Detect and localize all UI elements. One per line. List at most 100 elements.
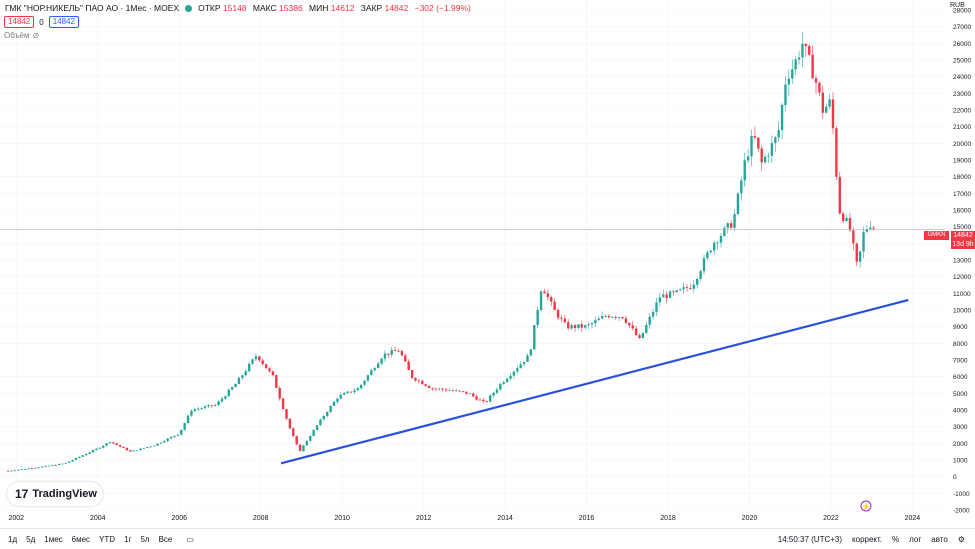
candle-body: [410, 370, 414, 378]
range-button-2[interactable]: 1мес: [44, 534, 63, 544]
x-tick-label: 2022: [823, 515, 839, 522]
candle-body: [261, 360, 264, 365]
candle-body: [336, 398, 339, 402]
volume-indicator[interactable]: Объём ⊘: [4, 31, 39, 40]
candle-body: [332, 401, 336, 406]
candle-body: [417, 380, 421, 382]
candle-body: [193, 409, 197, 411]
candle-body: [624, 318, 628, 323]
candle-body: [271, 371, 275, 376]
legend-header: ГМК "НОР.НИКЕЛЬ" ПАО АО · 1Мес · MOEX ОТ…: [5, 3, 475, 13]
candle-body: [539, 291, 543, 310]
candle-body: [475, 396, 478, 400]
candle-body: [118, 445, 122, 447]
candle-body: [597, 318, 600, 321]
sell-price-button[interactable]: 14842: [4, 16, 35, 28]
candle-body: [645, 324, 648, 333]
candle-body: [584, 325, 587, 328]
candle-body: [746, 156, 750, 161]
candle-body: [27, 468, 30, 470]
candle-body: [468, 393, 471, 395]
candle-body: [726, 223, 729, 228]
x-tick-label: 2024: [905, 515, 921, 522]
y-tick-label: 4000: [953, 408, 968, 415]
candle-body: [152, 445, 156, 447]
y-tick-label: 17000: [953, 191, 971, 198]
range-button-4[interactable]: YTD: [99, 534, 116, 544]
price-axis[interactable]: -2000 -1000 0 1000 2000 3000 4000 5000 6000 7000 8…: [953, 8, 971, 515]
candle-body: [169, 436, 173, 439]
candle-body: [23, 469, 27, 470]
candle-body: [353, 390, 356, 393]
bottom-right-controls: 14:50:37 (UTC+3) коррект. % лог авто ⚙: [778, 535, 965, 544]
candle-body: [207, 405, 210, 407]
candle-body: [363, 380, 366, 385]
candle-body: [801, 43, 804, 58]
candle-body: [359, 384, 363, 389]
currency-label[interactable]: RUB: [950, 2, 965, 9]
range-button-0[interactable]: 1д: [8, 534, 18, 544]
candle-body: [312, 429, 315, 437]
eye-off-icon[interactable]: ⊘: [32, 31, 40, 40]
y-tick-label: 21000: [953, 124, 971, 131]
candle-body: [329, 405, 332, 412]
time-axis[interactable]: 2002 2004 2006 2008 2010 2012 2014 2016 2018 2020…: [9, 515, 921, 522]
symbol-title[interactable]: ГМК "НОР.НИКЕЛЬ" ПАО АО · 1Мес · MOEX: [5, 3, 180, 13]
low-label: МИН: [309, 3, 329, 13]
event-icon[interactable]: [860, 500, 872, 512]
candle-body: [505, 378, 509, 383]
y-tick-label: 18000: [953, 174, 971, 181]
candle-body: [526, 355, 529, 362]
candle-body: [763, 156, 767, 163]
range-button-7[interactable]: Все: [158, 534, 173, 544]
candle-body: [295, 436, 298, 445]
candle-body: [180, 429, 183, 435]
candle-body: [376, 363, 380, 369]
buy-price-button[interactable]: 14842: [48, 16, 79, 28]
range-button-5[interactable]: 1г: [124, 534, 132, 544]
candle-body: [682, 287, 685, 290]
candle-body: [665, 294, 668, 298]
candle-body: [458, 390, 461, 392]
market-status-icon: [185, 4, 193, 12]
candle-body: [533, 325, 536, 350]
candle-body: [641, 332, 645, 338]
candle-body: [607, 315, 611, 318]
candle-body: [373, 368, 376, 371]
option-log[interactable]: лог: [909, 534, 922, 544]
candle-body: [668, 291, 672, 298]
candle-body: [495, 389, 499, 393]
candle-body: [349, 391, 353, 393]
candle-body: [203, 406, 207, 409]
candle-body: [808, 46, 811, 55]
candle-body: [672, 291, 675, 293]
candle-body: [390, 350, 393, 355]
range-button-1[interactable]: 5д: [26, 534, 36, 544]
candle-body: [794, 59, 797, 70]
candle-body: [149, 446, 152, 448]
candle-body: [224, 396, 227, 399]
candle-body: [791, 69, 794, 79]
candle-body: [135, 450, 139, 452]
candle-body: [512, 371, 516, 376]
option-adjust[interactable]: коррект.: [852, 534, 883, 544]
y-tick-label: -1000: [953, 491, 970, 498]
settings-gear-icon[interactable]: ⚙: [957, 534, 965, 544]
calendar-icon[interactable]: ▭: [186, 534, 194, 544]
option-percent[interactable]: %: [892, 534, 900, 544]
candle-body: [322, 415, 326, 420]
clock-time[interactable]: 14:50:37 (UTC+3): [777, 534, 843, 544]
symbol-price-tag: GMKN: [924, 231, 949, 240]
trendline[interactable]: [280, 298, 909, 465]
range-button-6[interactable]: 5л: [140, 534, 150, 544]
candle-body: [285, 409, 288, 419]
candle-body: [723, 227, 726, 236]
candle-body: [326, 411, 329, 416]
close-label: ЗАКР: [360, 3, 383, 13]
option-auto[interactable]: авто: [931, 534, 948, 544]
candle-body: [465, 391, 468, 394]
tradingview-logo[interactable]: 17 TradingView: [7, 482, 103, 506]
range-button-3[interactable]: 6мес: [71, 534, 91, 544]
candle-body: [197, 408, 200, 410]
